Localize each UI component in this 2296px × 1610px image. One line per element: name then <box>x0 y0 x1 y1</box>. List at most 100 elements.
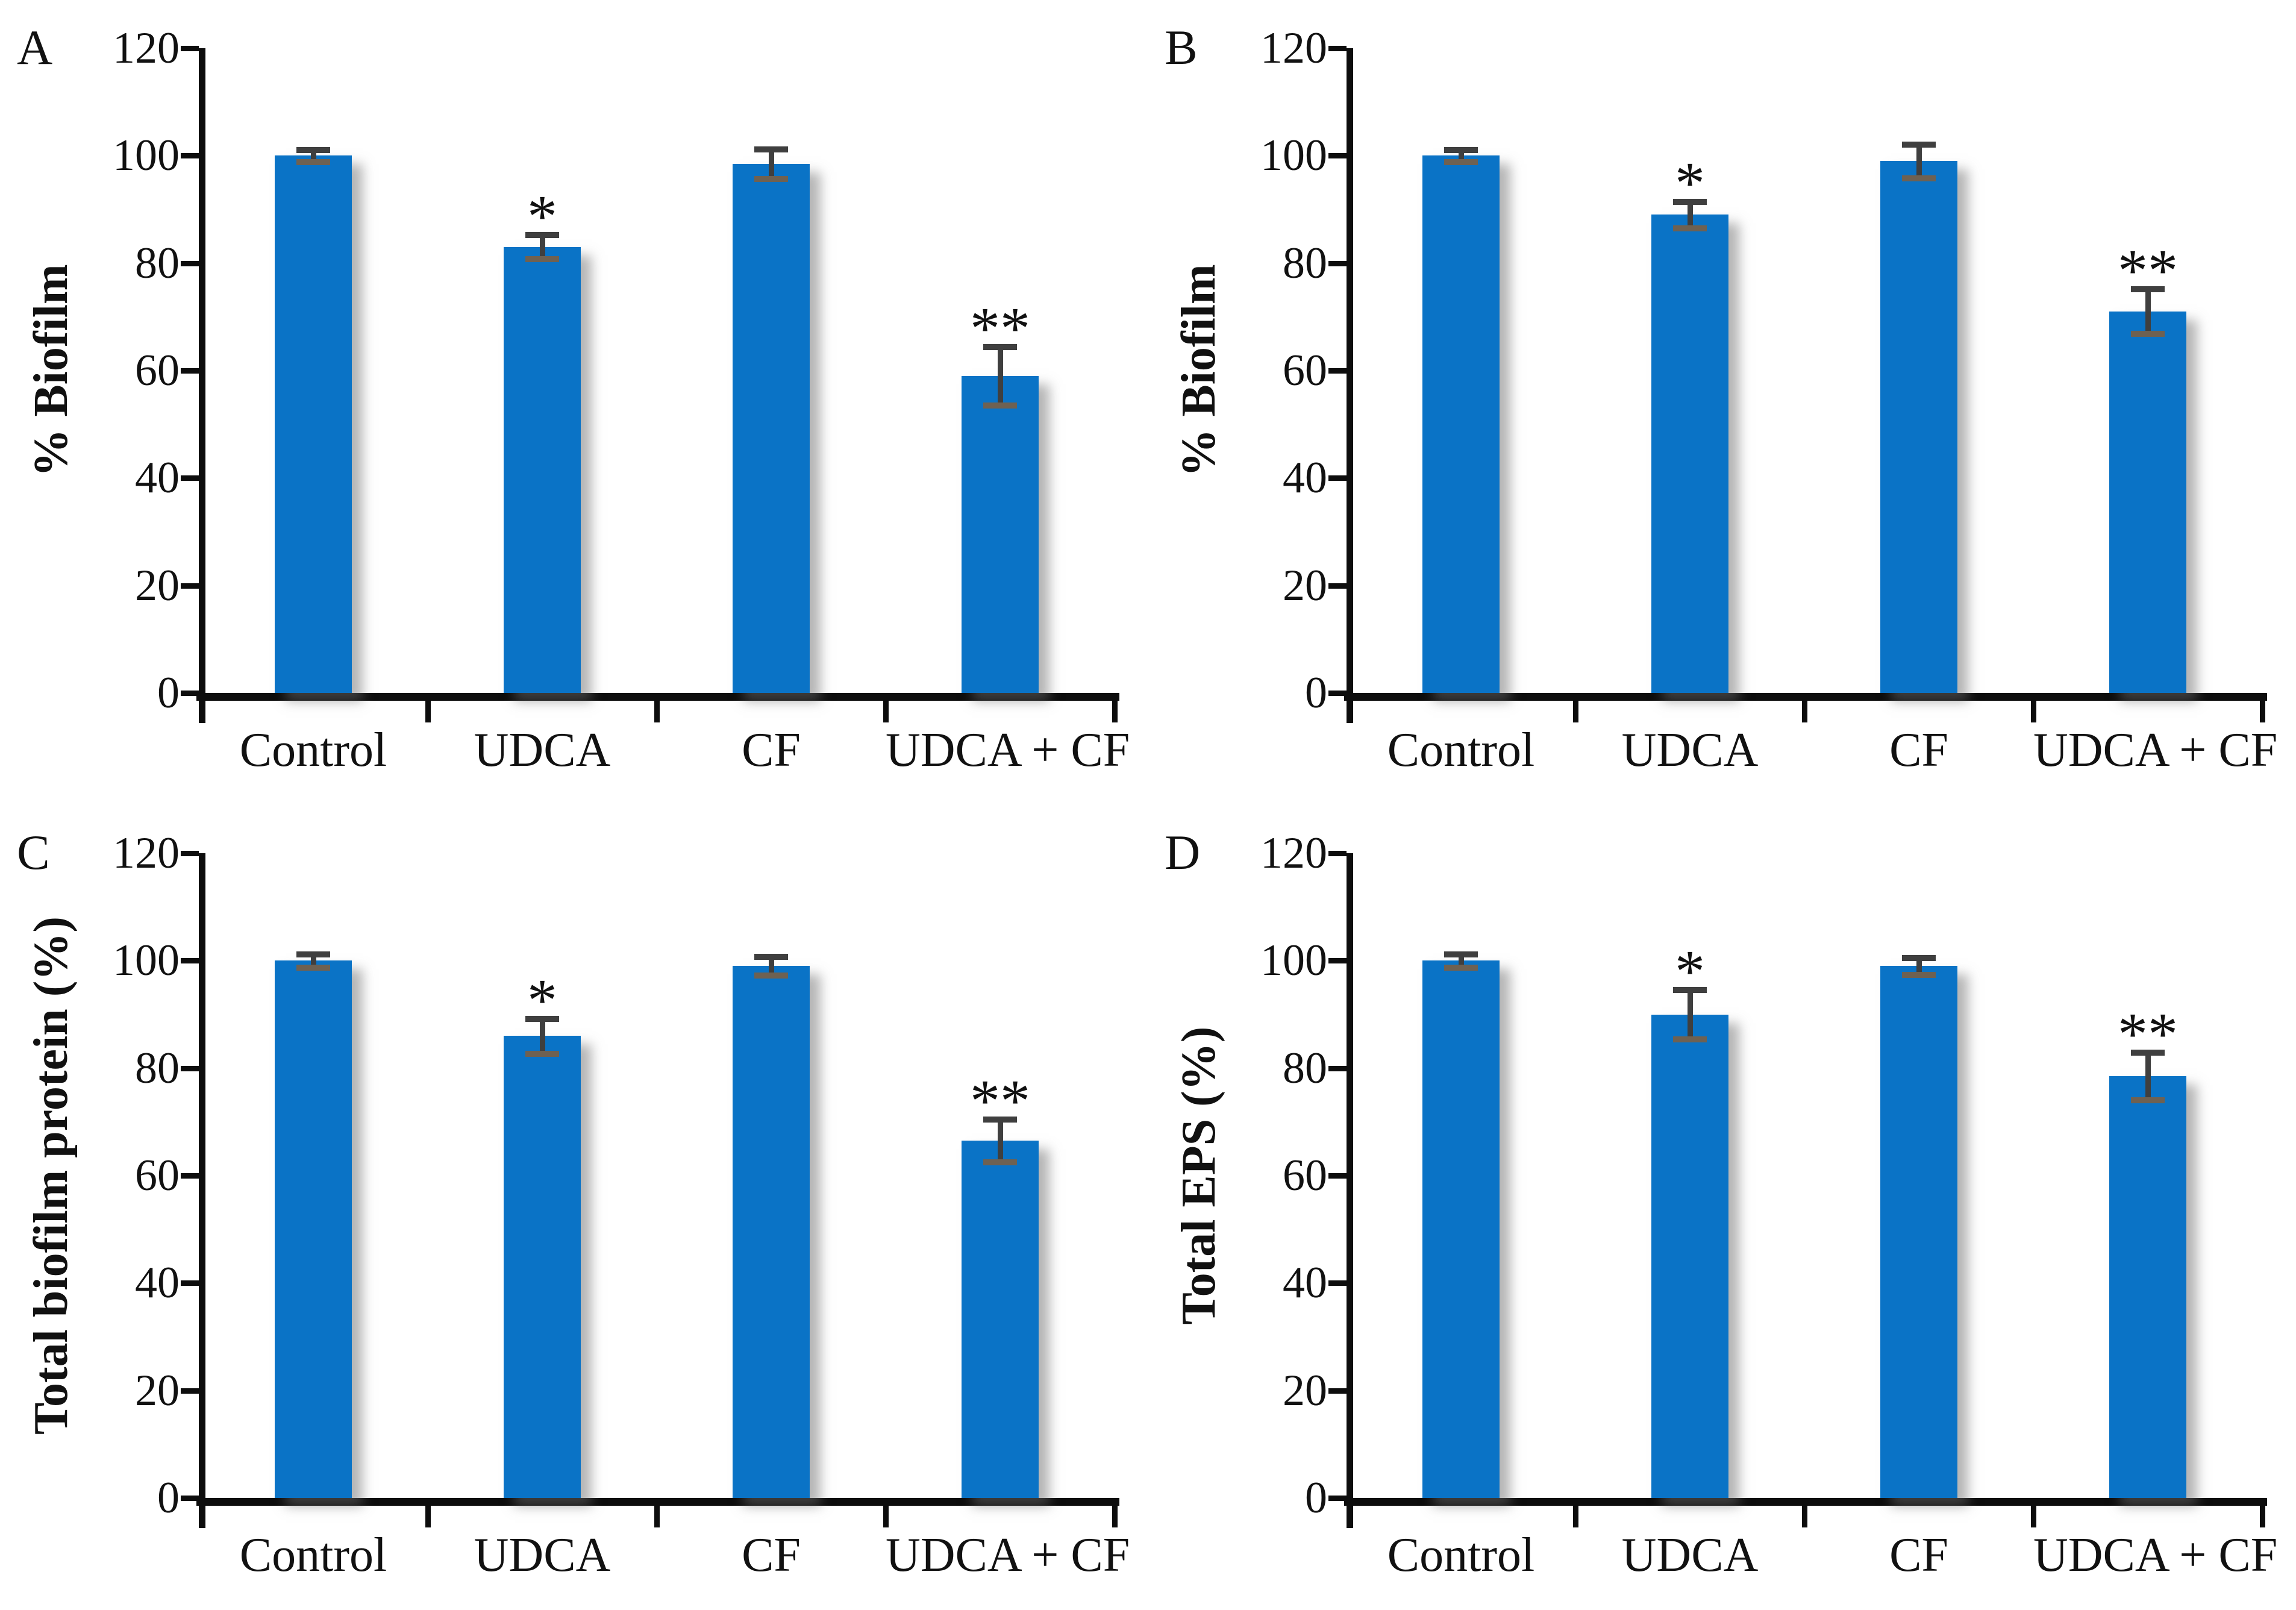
y-tick-label: 0 <box>157 668 180 718</box>
error-bar-cap-bottom <box>754 973 788 979</box>
category-label: UDCA + CF <box>2033 724 2278 777</box>
x-tick-mark <box>883 700 889 722</box>
x-tick-mark <box>425 1505 431 1527</box>
error-bar-line <box>310 953 316 968</box>
chart-panel-a: A % Biofilm 0 20 40 60 80 100 120 Control * UDCA C… <box>0 0 1148 805</box>
panel-letter: B <box>1165 20 1198 75</box>
category-label: Control <box>239 1529 387 1582</box>
error-bar-line <box>997 346 1003 406</box>
y-tick-mark <box>1328 368 1347 374</box>
x-tick-mark <box>2031 700 2036 722</box>
y-tick-label: 100 <box>113 131 180 181</box>
y-tick-mark <box>1328 153 1347 159</box>
x-tick-mark <box>883 1505 889 1527</box>
significance-marker: * <box>1675 937 1705 1004</box>
error-bar-line <box>1687 201 1693 228</box>
y-tick-mark <box>181 1388 199 1394</box>
error-bar-line <box>768 956 774 976</box>
y-tick-mark <box>1328 691 1347 696</box>
y-tick-mark <box>1328 851 1347 856</box>
y-tick-mark <box>181 1173 199 1179</box>
y-tick-label: 100 <box>1260 936 1327 986</box>
y-tick-mark <box>1328 1388 1347 1394</box>
chart-panel-b: B % Biofilm 0 20 40 60 80 100 120 Control * UDCA C… <box>1148 0 2296 805</box>
error-bar-cap-top <box>1673 199 1707 205</box>
y-tick-label: 120 <box>113 828 180 878</box>
error-bar-line <box>1687 989 1693 1040</box>
y-tick-label: 20 <box>1283 560 1327 610</box>
category-label: CF <box>742 1529 801 1582</box>
error-bar-line <box>539 1018 545 1054</box>
y-tick-mark <box>181 46 199 51</box>
y-tick-mark <box>181 153 199 159</box>
error-bar-line <box>997 1119 1003 1162</box>
error-bar-cap-bottom <box>983 1159 1017 1165</box>
category-label: UDCA + CF <box>2033 1529 2278 1582</box>
y-tick-mark <box>181 1496 199 1501</box>
bar <box>1651 1014 1728 1498</box>
bar <box>504 246 581 693</box>
error-bar-cap-top <box>1444 951 1478 957</box>
y-tick-mark <box>1328 475 1347 481</box>
y-tick-label: 20 <box>1283 1365 1327 1415</box>
x-tick-mark <box>1802 1505 1807 1527</box>
error-bar-cap-bottom <box>525 256 559 263</box>
y-tick-label: 0 <box>1305 1473 1327 1523</box>
bar <box>1880 966 1957 1498</box>
y-tick-label: 80 <box>1283 238 1327 288</box>
category-label: Control <box>1387 724 1535 777</box>
y-tick-mark <box>1328 1173 1347 1179</box>
category-label: Control <box>1387 1529 1535 1582</box>
y-axis-line <box>1347 48 1353 723</box>
error-bar-line <box>1916 143 1922 178</box>
error-bar-cap-top <box>296 146 330 153</box>
category-label: UDCA <box>474 724 611 777</box>
category-label: UDCA <box>1621 1529 1759 1582</box>
x-tick-mark <box>654 700 660 722</box>
chart-panel-c: C Total biofilm protein (%) 0 20 40 60 80 100… <box>0 805 1148 1610</box>
error-bar-cap-bottom <box>1673 1036 1707 1043</box>
y-tick-label: 60 <box>135 1151 180 1200</box>
y-tick-mark <box>1328 1280 1347 1286</box>
y-tick-mark <box>1328 958 1347 964</box>
error-bar-cap-top <box>1673 986 1707 993</box>
error-bar-cap-bottom <box>525 1050 559 1057</box>
error-bar-cap-bottom <box>296 964 330 971</box>
bar <box>2109 311 2186 693</box>
panel-letter: C <box>17 825 50 880</box>
y-tick-mark <box>181 1280 199 1286</box>
y-tick-label: 20 <box>135 560 180 610</box>
significance-marker: ** <box>2118 237 2178 304</box>
x-axis-line <box>196 1498 1119 1506</box>
bar <box>733 163 810 693</box>
error-bar-cap-bottom <box>754 175 788 182</box>
error-bar-cap-top <box>1902 141 1936 148</box>
error-bar-cap-top <box>754 954 788 960</box>
y-tick-mark <box>181 1065 199 1071</box>
error-bar-line <box>1916 957 1922 975</box>
x-axis-line <box>1344 693 2267 701</box>
y-tick-mark <box>1328 46 1347 51</box>
error-bar-line <box>2145 1051 2151 1101</box>
y-tick-label: 40 <box>135 453 180 503</box>
error-bar-cap-top <box>1444 146 1478 153</box>
y-tick-label: 20 <box>135 1365 180 1415</box>
x-tick-mark <box>2031 1505 2036 1527</box>
error-bar-line <box>2145 289 2151 334</box>
bar <box>1422 155 1500 693</box>
bar <box>1880 161 1957 693</box>
y-tick-mark <box>1328 583 1347 589</box>
error-bar-cap-bottom <box>1673 225 1707 231</box>
y-axis-line <box>1347 853 1353 1528</box>
y-tick-label: 100 <box>113 936 180 986</box>
y-tick-label: 120 <box>1260 828 1327 878</box>
y-tick-mark <box>1328 1496 1347 1501</box>
x-axis-line <box>196 693 1119 701</box>
panel-letter: D <box>1165 825 1201 880</box>
y-tick-mark <box>181 583 199 589</box>
y-tick-label: 0 <box>1305 668 1327 718</box>
y-tick-mark <box>181 691 199 696</box>
y-axis-line <box>199 48 205 723</box>
error-bar-cap-bottom <box>1902 971 1936 978</box>
